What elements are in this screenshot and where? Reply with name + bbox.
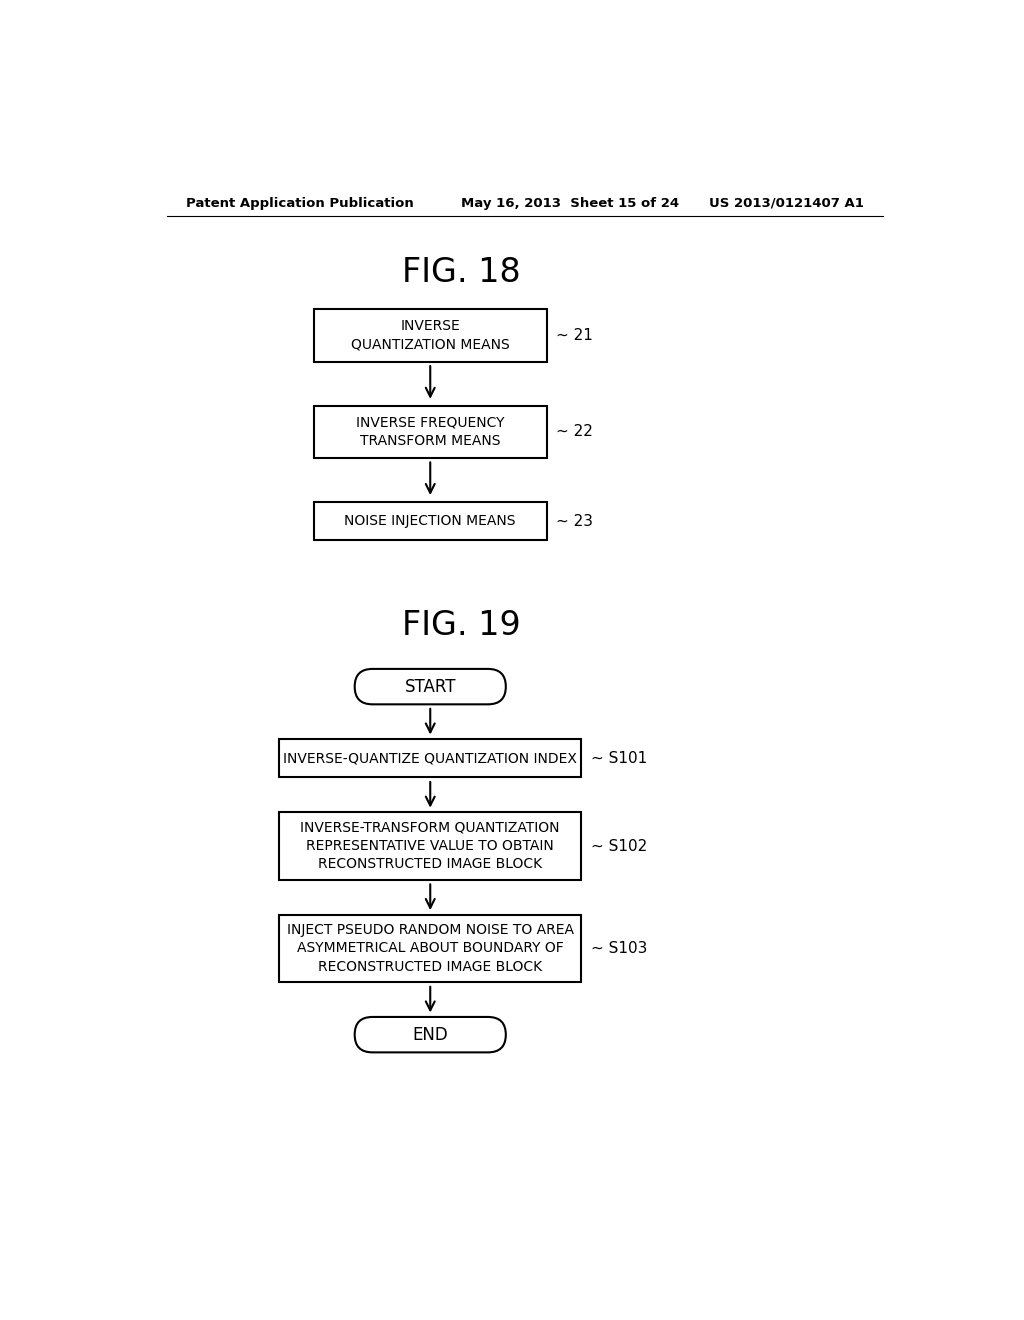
Text: INVERSE FREQUENCY
TRANSFORM MEANS: INVERSE FREQUENCY TRANSFORM MEANS [356,416,505,447]
Text: Patent Application Publication: Patent Application Publication [186,197,414,210]
FancyBboxPatch shape [314,502,547,540]
Text: INJECT PSEUDO RANDOM NOISE TO AREA
ASYMMETRICAL ABOUT BOUNDARY OF
RECONSTRUCTED : INJECT PSEUDO RANDOM NOISE TO AREA ASYMM… [287,923,573,974]
Text: ~ S101: ~ S101 [591,751,647,766]
Text: INVERSE-QUANTIZE QUANTIZATION INDEX: INVERSE-QUANTIZE QUANTIZATION INDEX [284,751,578,766]
Text: FIG. 19: FIG. 19 [401,609,520,642]
Text: ~ 23: ~ 23 [556,513,593,528]
FancyBboxPatch shape [354,1016,506,1052]
Text: START: START [404,677,456,696]
Text: NOISE INJECTION MEANS: NOISE INJECTION MEANS [344,513,516,528]
Text: May 16, 2013  Sheet 15 of 24: May 16, 2013 Sheet 15 of 24 [461,197,679,210]
FancyBboxPatch shape [280,812,582,880]
Text: INVERSE-TRANSFORM QUANTIZATION
REPRESENTATIVE VALUE TO OBTAIN
RECONSTRUCTED IMAG: INVERSE-TRANSFORM QUANTIZATION REPRESENT… [300,821,560,871]
Text: FIG. 18: FIG. 18 [402,256,520,289]
Text: ~ S103: ~ S103 [591,941,647,956]
FancyBboxPatch shape [314,405,547,458]
Text: INVERSE
QUANTIZATION MEANS: INVERSE QUANTIZATION MEANS [351,319,510,351]
FancyBboxPatch shape [354,669,506,705]
Text: ~ S102: ~ S102 [591,838,647,854]
FancyBboxPatch shape [280,739,582,777]
Text: END: END [413,1026,449,1044]
Text: ~ 21: ~ 21 [556,327,593,343]
Text: ~ 22: ~ 22 [556,424,593,440]
FancyBboxPatch shape [314,309,547,362]
Text: US 2013/0121407 A1: US 2013/0121407 A1 [710,197,864,210]
FancyBboxPatch shape [280,915,582,982]
